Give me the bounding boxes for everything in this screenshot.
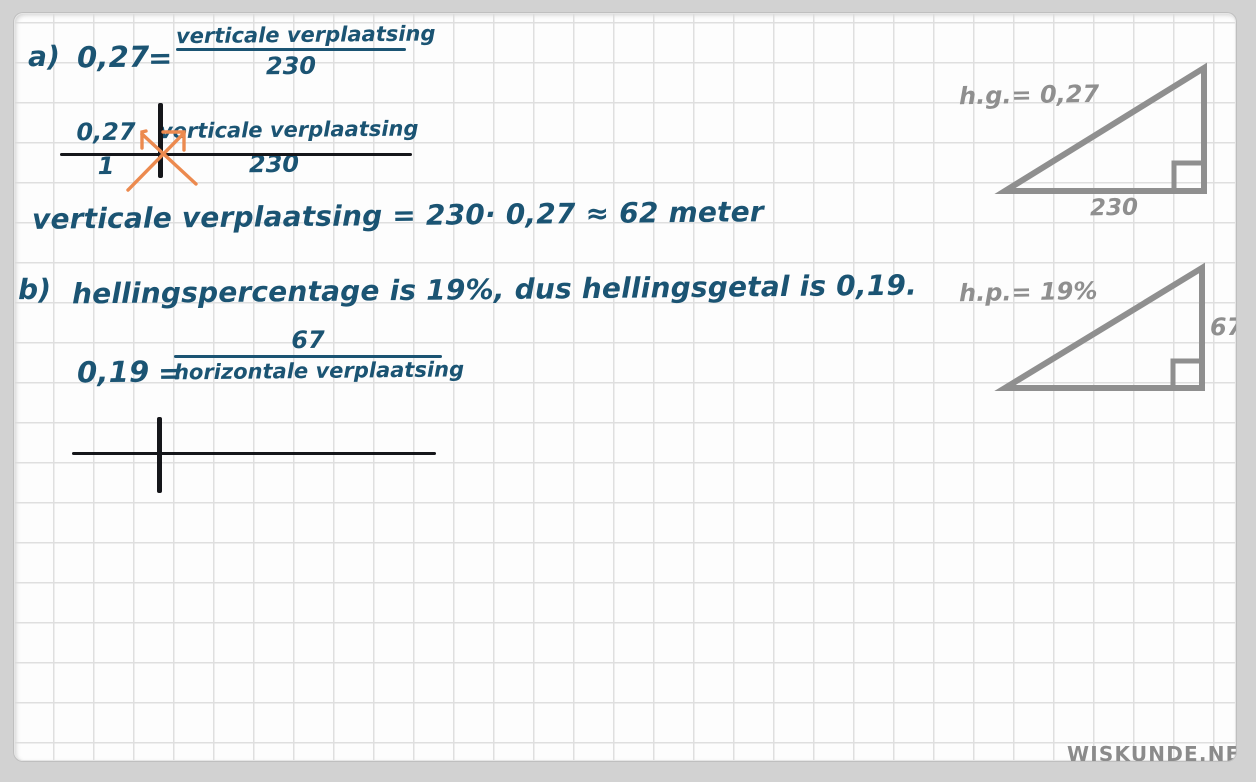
exercise-a-eq1-equals: =: [147, 40, 173, 76]
fraction-bar: [174, 355, 442, 358]
cross-multiply-vertical-line-a: [158, 103, 163, 178]
triangle-diagram-b: [994, 262, 1205, 391]
exercise-b-letter: b): [17, 272, 52, 307]
exercise-b-eq1-left: 0,19: [76, 354, 150, 390]
triangle-diagram-a: [994, 62, 1207, 194]
exercise-a-eq1-left: 0,27: [76, 39, 150, 75]
exercise-a-letter: a): [27, 39, 61, 74]
triangle-b-side-label: 67: [1209, 312, 1236, 342]
triangle-a-base-label: 230: [1089, 194, 1139, 222]
triangle-b-slope-label: h.p.= 19%: [958, 276, 1098, 308]
fraction-numerator: 67: [291, 325, 325, 355]
cross-multiply-vertical-line-b: [157, 417, 162, 493]
fraction-bar: [176, 48, 406, 51]
triangle-a-slope-label: h.g.= 0,27: [958, 79, 1100, 111]
cross-multiply-arrows: [126, 129, 198, 192]
cross-multiply-horizontal-line-b: [72, 452, 436, 455]
fraction-numerator: verticale verplaatsing: [175, 21, 436, 49]
exercise-a-fraction-1: verticale verplaatsing 230: [175, 21, 436, 81]
exercise-b-fraction-1: 67 horizontale verplaatsing: [173, 325, 465, 385]
fraction-denominator: 230: [265, 51, 317, 81]
whiteboard: a) 0,27 = verticale verplaatsing 230 0,2…: [14, 13, 1236, 761]
cross-multiply-horizontal-line-a: [60, 153, 412, 156]
watermark-wiskunde-net: WISKUNDE.NET: [1067, 742, 1236, 761]
fraction-denominator: horizontale verplaatsing: [173, 357, 465, 385]
